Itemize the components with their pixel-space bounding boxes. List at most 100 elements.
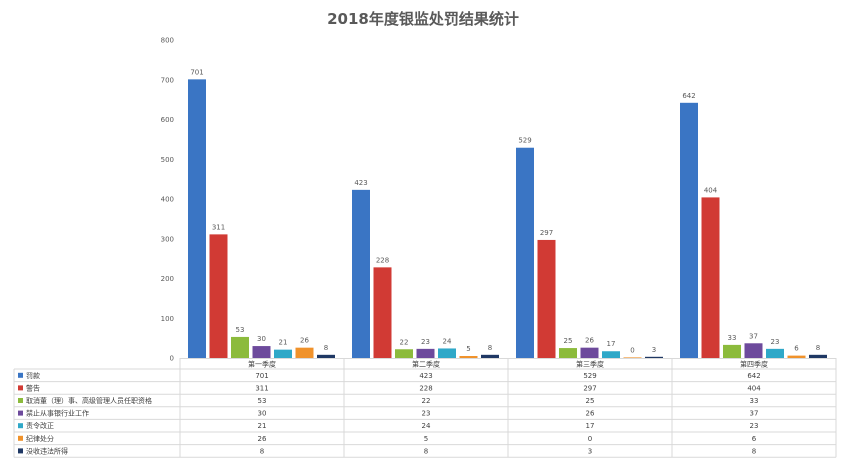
bar [701, 197, 720, 358]
data-label: 8 [816, 344, 820, 352]
bar [744, 343, 763, 358]
bar [623, 357, 642, 358]
bar [188, 79, 206, 358]
bar [416, 348, 435, 358]
legend-key [18, 448, 23, 454]
data-label: 25 [564, 337, 573, 345]
data-label: 3 [652, 346, 656, 354]
table-cell: 6 [752, 435, 757, 443]
data-label: 642 [682, 92, 695, 100]
data-label: 0 [630, 346, 634, 354]
table-cell: 8 [424, 447, 428, 455]
table-cell: 23 [422, 410, 431, 418]
bar [787, 355, 806, 358]
chart-title: 2018年度银监处罚结果统计 [327, 10, 519, 28]
data-label: 701 [190, 68, 203, 76]
table-cell: 23 [750, 422, 759, 430]
bar [209, 234, 228, 358]
data-label: 6 [794, 345, 799, 353]
bar [559, 348, 577, 358]
data-label: 8 [488, 344, 492, 352]
bar [438, 348, 456, 358]
table-cell: 0 [588, 435, 592, 443]
data-label: 30 [257, 335, 266, 343]
table-cell: 228 [419, 384, 432, 392]
data-label: 23 [771, 338, 780, 346]
series-name: 纪律处分 [26, 434, 54, 443]
legend-key [18, 372, 23, 378]
y-tick-label: 300 [161, 235, 174, 243]
data-label: 24 [443, 337, 452, 345]
bar [580, 347, 599, 358]
table-cell: 701 [255, 372, 268, 380]
bar [295, 347, 314, 358]
table-cell: 30 [258, 410, 267, 418]
bar [537, 239, 556, 358]
bar [317, 354, 335, 358]
legend-key [18, 385, 23, 391]
legend-key [18, 435, 23, 441]
legend-key [18, 410, 23, 416]
data-label: 26 [585, 337, 594, 345]
data-label: 22 [400, 338, 409, 346]
category-label: 第三季度 [576, 360, 604, 369]
table-cell: 53 [258, 397, 267, 405]
y-tick-label: 200 [161, 275, 174, 283]
data-label: 404 [704, 186, 718, 194]
data-label: 53 [236, 326, 245, 334]
bar [680, 102, 698, 359]
y-tick-label: 700 [161, 76, 174, 84]
table-cell: 5 [424, 435, 428, 443]
series-name: 禁止从事银行业工作 [26, 409, 89, 418]
data-label: 228 [376, 256, 389, 264]
series-name: 没收违法所得 [26, 446, 68, 455]
data-label: 37 [749, 332, 758, 340]
table-cell: 529 [583, 372, 596, 380]
table-cell: 311 [255, 384, 268, 392]
table-cell: 642 [747, 372, 760, 380]
table-cell: 22 [422, 397, 431, 405]
data-label: 23 [421, 338, 430, 346]
data-label: 17 [607, 340, 616, 348]
legend-key [18, 398, 23, 403]
bar [231, 336, 249, 358]
y-tick-label: 100 [161, 315, 174, 323]
table-cell: 297 [583, 384, 596, 392]
category-label: 第二季度 [412, 360, 440, 369]
data-label: 423 [354, 179, 367, 187]
bar [274, 349, 292, 358]
series-name: 取消董（理）事、高级管理人员任职资格 [26, 396, 152, 405]
series-name: 罚款 [26, 371, 40, 380]
bar [395, 349, 413, 358]
series-name: 警告 [26, 383, 40, 392]
table-cell: 17 [586, 422, 595, 430]
bar [516, 147, 534, 358]
data-label: 529 [518, 137, 531, 145]
table-cell: 26 [586, 410, 595, 418]
table-cell: 8 [260, 447, 264, 455]
bar [766, 348, 784, 358]
table-cell: 33 [750, 397, 759, 405]
data-label: 21 [279, 339, 288, 347]
y-tick-label: 500 [161, 156, 174, 164]
table-cell: 26 [258, 435, 267, 443]
data-label: 33 [728, 334, 737, 342]
bar [723, 344, 741, 358]
table-cell: 423 [419, 372, 432, 380]
y-tick-label: 800 [161, 37, 174, 45]
bar [352, 189, 370, 358]
bars [188, 79, 827, 359]
table-cell: 404 [747, 384, 761, 392]
bar [252, 346, 271, 358]
y-tick-label: 0 [170, 355, 174, 363]
bar [809, 354, 827, 358]
data-label: 26 [300, 337, 309, 345]
bar [645, 356, 663, 358]
data-label: 8 [324, 344, 328, 352]
bar [481, 354, 499, 358]
y-tick-label: 600 [161, 116, 174, 124]
bar [602, 351, 620, 358]
